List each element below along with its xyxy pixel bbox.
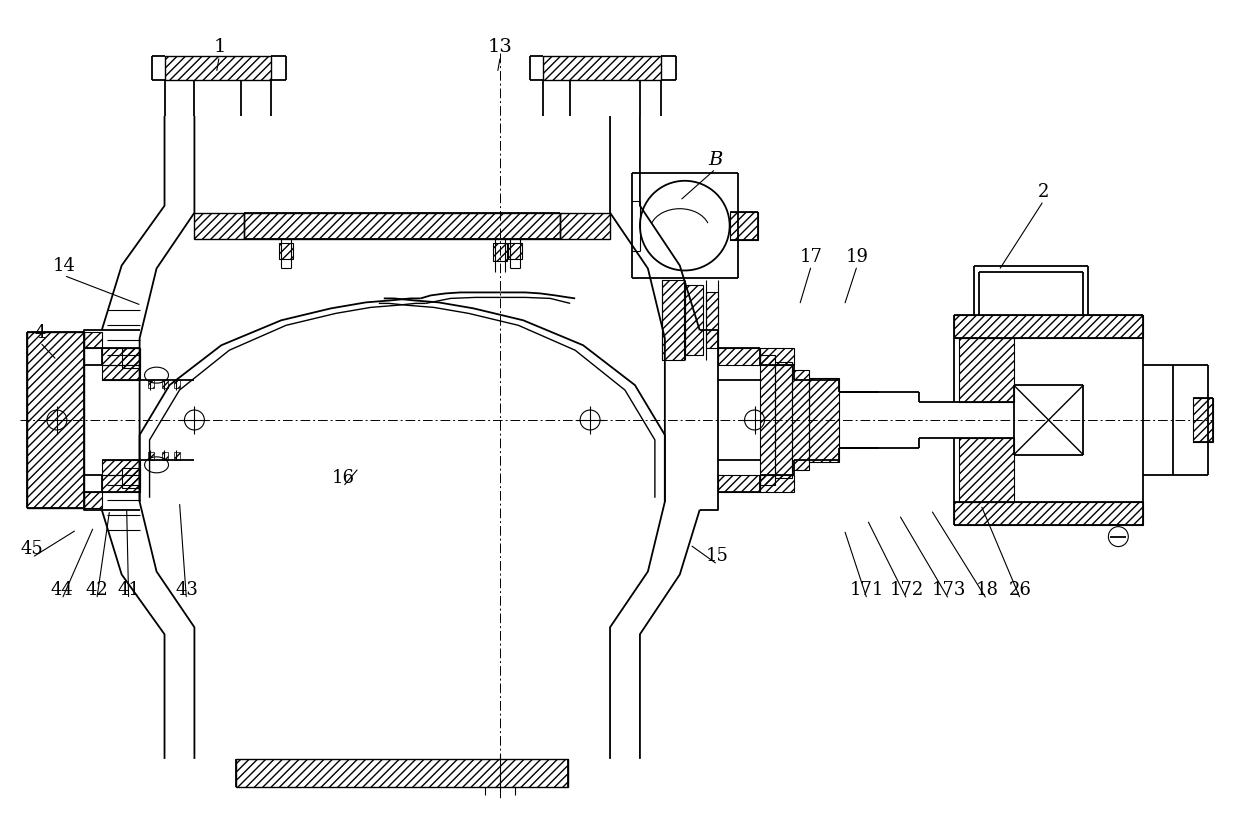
Bar [810,378,839,461]
Text: 19: 19 [846,247,869,266]
Bar [102,365,140,380]
Bar [508,242,522,258]
Text: 45: 45 [21,539,43,558]
Bar [954,315,1143,339]
Text: 173: 173 [931,581,966,599]
Bar [122,349,140,368]
Bar [175,452,181,460]
Text: 2: 2 [1038,183,1049,201]
Bar [102,460,140,475]
Bar [775,362,792,478]
Bar [959,438,1013,502]
Text: 18: 18 [976,581,998,599]
Bar [102,475,140,492]
Bar [560,212,610,238]
Bar [165,56,272,80]
Bar [543,56,661,80]
Text: 14: 14 [52,257,76,276]
Text: 172: 172 [890,581,924,599]
Text: 26: 26 [1009,581,1032,599]
Text: 15: 15 [707,547,729,564]
Text: 41: 41 [118,581,140,599]
Text: 16: 16 [331,469,355,487]
Bar [195,212,244,238]
Text: 1: 1 [213,38,226,56]
Bar [244,212,560,238]
Text: 43: 43 [175,581,198,599]
Bar [959,339,1013,402]
Text: 42: 42 [86,581,108,599]
Bar [1193,398,1213,442]
Bar [161,380,167,388]
Bar [684,285,703,355]
Bar [494,242,507,261]
Bar [122,468,140,487]
Bar [175,380,181,388]
Bar [27,332,84,507]
Bar [729,212,758,240]
Text: B: B [708,150,723,169]
Bar [760,355,775,485]
Bar [279,242,293,258]
Text: 13: 13 [489,38,513,56]
Text: 44: 44 [51,581,73,599]
Bar [237,759,568,787]
Bar [954,502,1143,525]
Bar [662,280,683,360]
Bar [792,370,810,470]
Bar [102,349,140,365]
Bar [148,452,154,460]
Text: 17: 17 [800,247,823,266]
Text: 171: 171 [849,581,884,599]
Bar [161,452,167,460]
Bar [148,380,154,388]
Text: 4: 4 [35,324,46,342]
Bar [706,293,718,349]
